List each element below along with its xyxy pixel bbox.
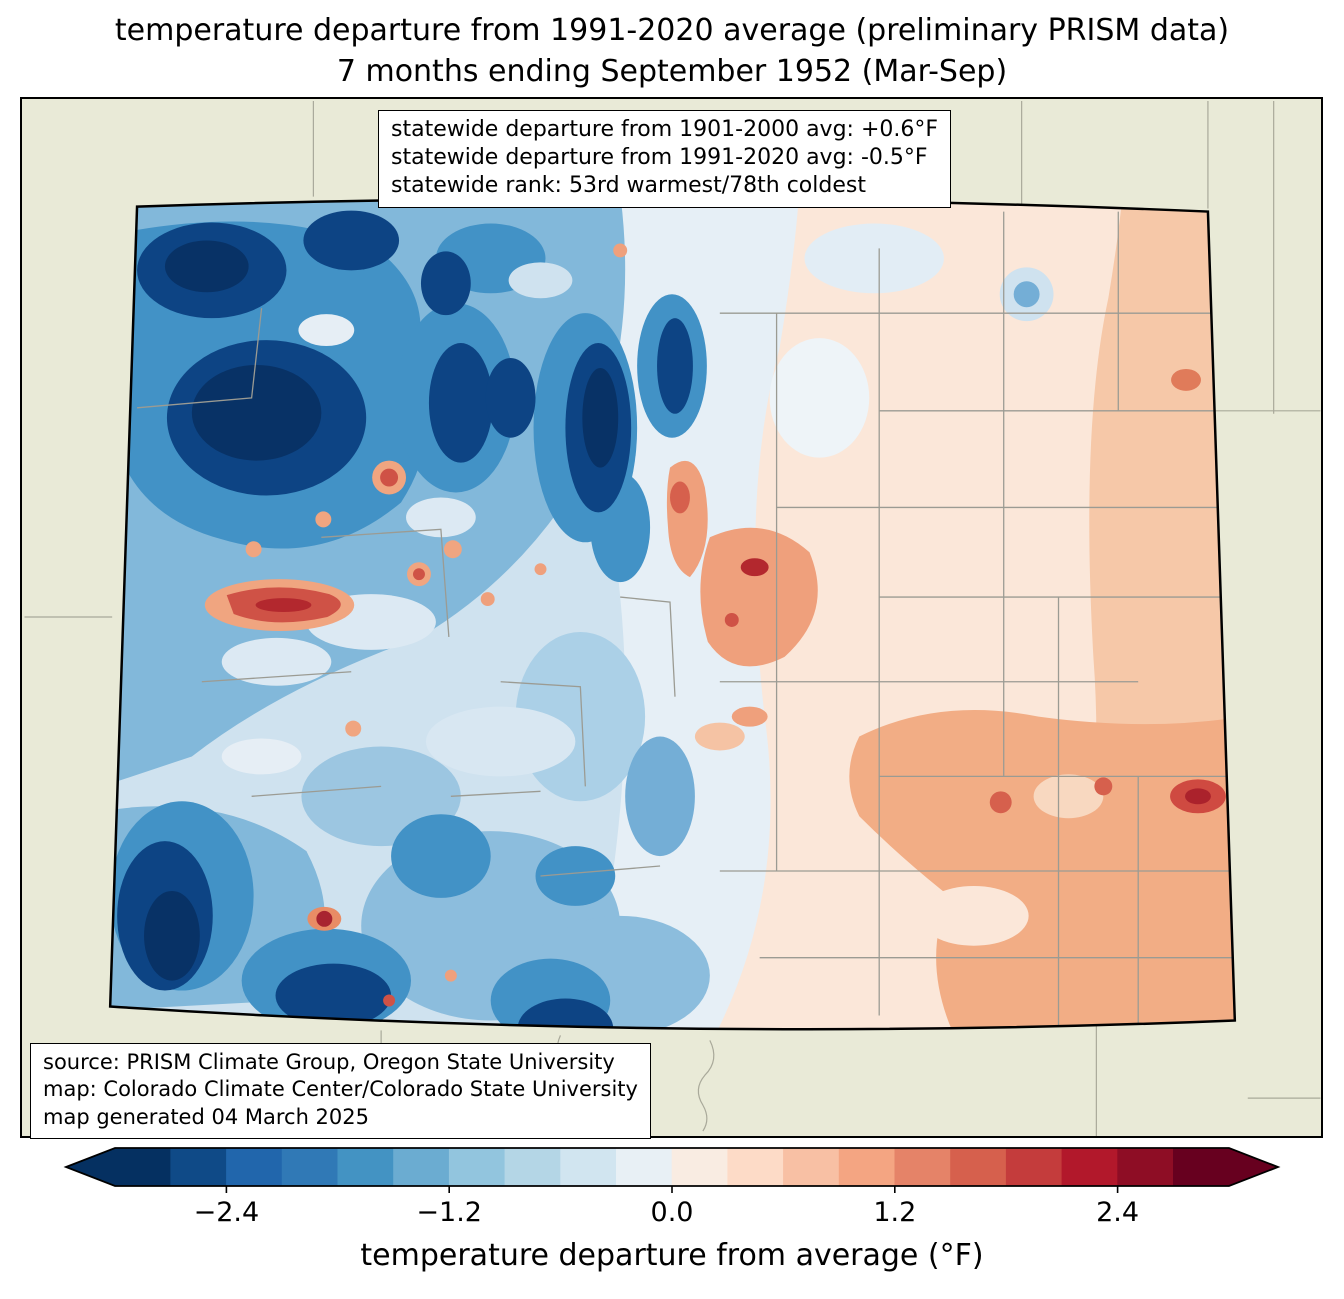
colorbar-segment <box>170 1148 227 1186</box>
colorbar-tick-label: 0.0 <box>650 1197 694 1228</box>
source-line-1: source: PRISM Climate Group, Oregon Stat… <box>43 1050 615 1074</box>
colorbar-segment <box>1061 1148 1118 1186</box>
page-title: temperature departure from 1991-2020 ave… <box>0 10 1344 93</box>
colorbar-tick-label: 1.2 <box>873 1197 917 1228</box>
colorbar-segment <box>1173 1148 1230 1186</box>
colorbar-segment <box>950 1148 1007 1186</box>
colorbar-segment <box>838 1148 896 1186</box>
colorbar-segment <box>393 1148 450 1186</box>
colorbar-svg <box>63 1147 1281 1193</box>
source-line-3: map generated 04 March 2025 <box>43 1104 370 1129</box>
colorbar-segment <box>281 1148 339 1186</box>
colorbar-segment <box>727 1148 784 1186</box>
colorbar-tick-label: −1.2 <box>416 1197 482 1228</box>
colorbar-segment <box>337 1148 394 1186</box>
colorbar-segment <box>114 1148 171 1186</box>
colorbar-outline <box>63 1147 1281 1187</box>
colorbar-segment <box>616 1148 673 1186</box>
county-lines <box>137 211 1235 1026</box>
colorbar-segment <box>671 1148 728 1186</box>
colorbar <box>20 1146 1323 1194</box>
colorbar-segment <box>560 1148 617 1186</box>
stats-line-1: statewide departure from 1901-2000 avg: … <box>391 117 939 142</box>
colorbar-right-arrow <box>1229 1148 1278 1186</box>
colorbar-axis-label: temperature departure from average (°F) <box>360 1238 984 1273</box>
source-box: source: PRISM Climate Group, Oregon Stat… <box>30 1043 651 1139</box>
stats-line-2: statewide departure from 1991-2020 avg: … <box>391 145 928 171</box>
colorbar-segment <box>783 1148 840 1186</box>
colorbar-left-arrow <box>66 1148 115 1186</box>
title-line-1: temperature departure from 1991-2020 ave… <box>114 13 1230 48</box>
colorbar-tick-labels: −2.4 −1.2 0.0 1.2 2.4 <box>20 1197 1323 1231</box>
colorbar-tick-label: −2.4 <box>193 1197 260 1228</box>
colorbar-segment <box>894 1148 951 1186</box>
state-interior-fills <box>110 198 1235 1030</box>
colorbar-segment <box>504 1148 561 1186</box>
colorbar-segment <box>1005 1148 1063 1186</box>
stats-line-3: statewide rank: 53rd warmest/78th coldes… <box>391 173 866 199</box>
map-canvas <box>20 97 1323 1138</box>
stats-box: statewide departure from 1901-2000 avg: … <box>378 110 952 209</box>
colorbar-segment <box>1117 1148 1174 1186</box>
title-line-2: 7 months ending September 1952 (Mar-Sep) <box>336 54 1008 90</box>
colorbar-segment <box>448 1148 506 1186</box>
colorado-temperature-map <box>24 100 1321 1136</box>
source-line-2: map: Colorado Climate Center/Colorado St… <box>43 1077 638 1102</box>
colorbar-tick-label: 2.4 <box>1096 1197 1140 1228</box>
colorbar-segment <box>226 1148 283 1186</box>
